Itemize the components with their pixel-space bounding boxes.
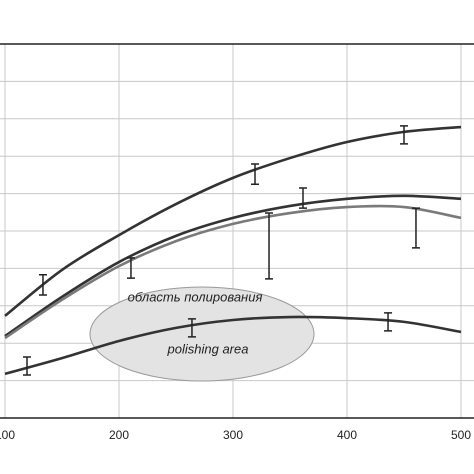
line (4, 204, 462, 340)
polishing-area (89, 286, 315, 382)
error-bar (23, 356, 32, 376)
error-bar (298, 187, 307, 209)
error-bar (400, 125, 409, 145)
x-tick-label: 300 (223, 428, 243, 442)
error-bar (251, 163, 260, 185)
line (4, 125, 462, 317)
x-tick-label: 200 (109, 428, 129, 442)
error-bar (265, 212, 274, 280)
x-tick-label: 400 (337, 428, 357, 442)
error-bar (411, 207, 420, 249)
error-bar (38, 274, 47, 296)
annotation: область полирования (128, 289, 263, 304)
error-bar (384, 312, 393, 332)
error-bar (187, 318, 196, 338)
annotation: polishing area (167, 341, 249, 356)
x-tick-label: 500 (451, 428, 471, 442)
x-tick-label: 100 (0, 428, 15, 442)
error-bar (126, 257, 135, 279)
line (4, 194, 462, 338)
